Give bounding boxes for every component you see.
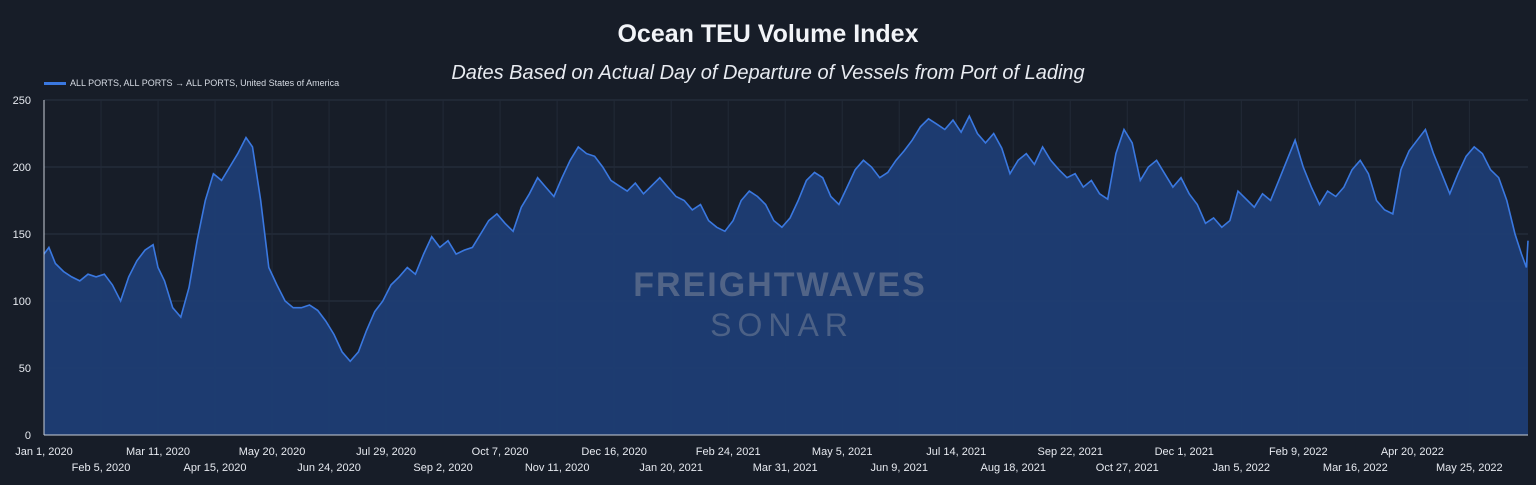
- x-tick-label: Jul 14, 2021: [926, 446, 986, 458]
- watermark-logo-text: FREIGHTWAVES: [633, 266, 927, 304]
- series-area: [44, 116, 1528, 435]
- chart-title: Ocean TEU Volume Index: [617, 20, 919, 48]
- x-tick-label: Sep 2, 2020: [413, 462, 472, 474]
- x-tick-label: Aug 18, 2021: [981, 462, 1046, 474]
- series-line: [43, 114, 1529, 363]
- chart-legend[interactable]: ALL PORTS, ALL PORTS → ALL PORTS, United…: [44, 78, 339, 88]
- y-tick-label: 50: [19, 363, 31, 375]
- watermark-sonar-text: SONAR: [710, 307, 854, 343]
- x-tick-label: Dec 1, 2021: [1155, 446, 1214, 458]
- x-tick-label: Jan 20, 2021: [639, 462, 703, 474]
- x-tick-label: Sep 22, 2021: [1038, 446, 1103, 458]
- x-tick-label: Mar 31, 2021: [753, 462, 818, 474]
- y-tick-label: 100: [13, 296, 31, 308]
- x-tick-label: Apr 20, 2022: [1381, 446, 1444, 458]
- x-tick-label: Jun 24, 2020: [297, 462, 361, 474]
- y-tick-label: 0: [25, 430, 31, 442]
- x-tick-label: Oct 7, 2020: [472, 446, 529, 458]
- x-tick-label: Feb 9, 2022: [1269, 446, 1328, 458]
- x-tick-label: Mar 16, 2022: [1323, 462, 1388, 474]
- x-tick-label: Apr 15, 2020: [184, 462, 247, 474]
- x-tick-label: Dec 16, 2020: [581, 446, 646, 458]
- chart-subtitle: Dates Based on Actual Day of Departure o…: [451, 62, 1085, 84]
- x-tick-label: Jul 29, 2020: [356, 446, 416, 458]
- x-tick-label: Oct 27, 2021: [1096, 462, 1159, 474]
- y-tick-label: 200: [13, 162, 31, 174]
- x-tick-label: Jan 5, 2022: [1213, 462, 1271, 474]
- y-tick-label: 250: [13, 95, 31, 107]
- x-tick-label: Jun 9, 2021: [870, 462, 928, 474]
- x-tick-label: May 20, 2020: [239, 446, 306, 458]
- x-tick-label: Feb 24, 2021: [696, 446, 761, 458]
- x-tick-label: Mar 11, 2020: [126, 446, 190, 458]
- y-tick-label: 150: [13, 229, 31, 241]
- x-tick-label: Nov 11, 2020: [525, 462, 590, 474]
- x-tick-label: Jan 1, 2020: [15, 446, 73, 458]
- x-tick-label: May 5, 2021: [812, 446, 873, 458]
- x-tick-label: May 25, 2022: [1436, 462, 1503, 474]
- x-tick-label: Feb 5, 2020: [72, 462, 131, 474]
- legend-swatch: [44, 81, 66, 85]
- legend-label: ALL PORTS, ALL PORTS → ALL PORTS, United…: [70, 78, 340, 88]
